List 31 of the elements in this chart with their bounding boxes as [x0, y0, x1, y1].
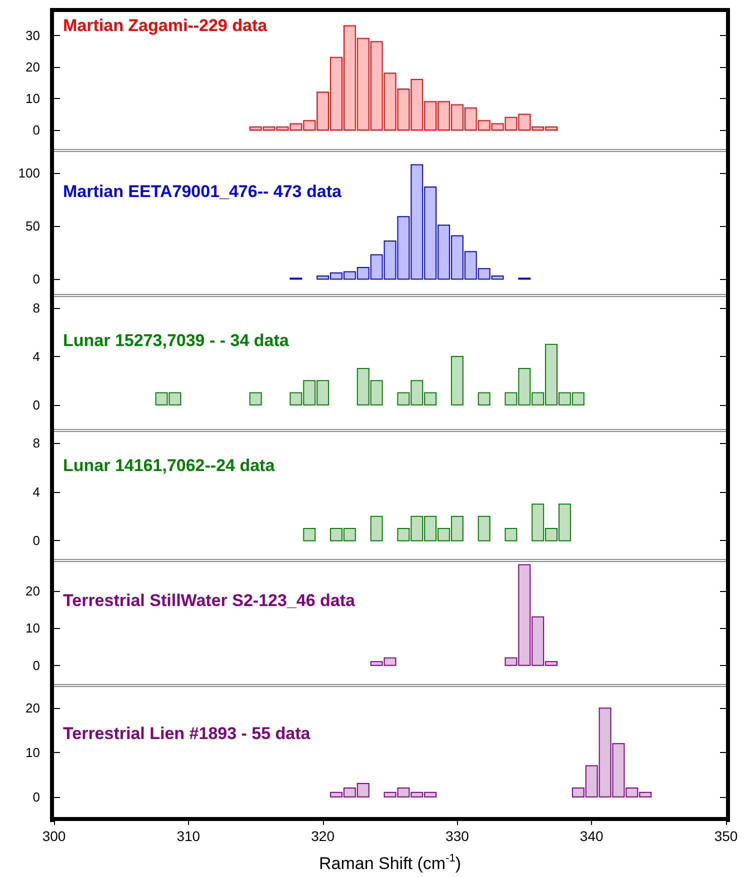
y-tick-label: 0: [32, 533, 40, 548]
y-tick-label: 20: [26, 700, 40, 716]
y-tick-label: 20: [26, 583, 40, 598]
y-tick-label: 10: [26, 90, 40, 106]
x-tick-label: 310: [176, 828, 200, 844]
y-tick-label: 0: [32, 397, 40, 412]
y-tick-label: 4: [32, 484, 40, 500]
text: Terrestrial StillWater S2-123_46 data: [63, 591, 356, 610]
x-tick-label: 300: [42, 828, 66, 844]
text: Lunar 15273,7039 - - 34 data: [63, 331, 290, 350]
x-tick-label: 320: [311, 828, 335, 844]
y-tick-label: 8: [32, 300, 40, 316]
x-tick-label: 330: [446, 828, 470, 844]
y-tick-label: 4: [32, 348, 40, 364]
y-tick-label: 0: [32, 272, 40, 287]
y-tick-label: 10: [26, 745, 40, 760]
y-tick-label: 30: [26, 28, 40, 43]
y-tick-label: 10: [26, 620, 40, 636]
y-tick-label: 50: [26, 218, 40, 234]
y-tick-label: 0: [32, 122, 40, 138]
y-tick-label: 8: [32, 436, 40, 451]
chart-title: Martian Zagami--229 data: [63, 16, 268, 35]
y-tick-label: 0: [32, 789, 40, 804]
x-tick-label: 350: [714, 828, 738, 844]
x-tick-label: 340: [580, 828, 604, 844]
text: Lunar 14161,7062--24 data: [63, 456, 276, 475]
y-tick-label: 20: [26, 59, 40, 74]
y-tick-label: 0: [32, 658, 40, 673]
text: Martian EETA79001_476-- 473 data: [63, 182, 342, 201]
y-tick-label: 100: [18, 166, 40, 181]
text: Terrestrial Lien #1893 - 55 data: [63, 724, 311, 743]
